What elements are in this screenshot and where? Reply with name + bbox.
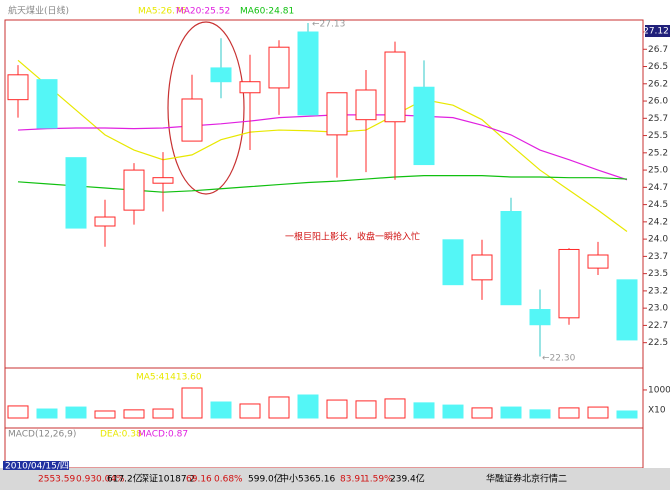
candle-body — [413, 86, 435, 166]
volume-bar — [587, 406, 609, 419]
candle-body — [268, 46, 290, 89]
price-tag — [645, 25, 670, 37]
y-tick-label: 22.7 — [648, 321, 668, 331]
candle-body — [529, 309, 551, 326]
y-tick-label: 24.7 — [648, 183, 668, 193]
legend-entry: MA5:26.76 — [138, 7, 187, 17]
y-tick-label: 1000 — [648, 385, 670, 395]
status-item: 239.4亿 — [390, 473, 425, 485]
annotation: ←27.13 — [312, 20, 345, 30]
volume-bar — [616, 410, 638, 419]
candle-body — [297, 31, 319, 116]
candle-body — [355, 89, 377, 121]
volume-bar — [123, 409, 145, 419]
volume-bar — [152, 408, 174, 419]
y-tick-label: 23.0 — [648, 304, 668, 314]
volume-bar — [94, 410, 116, 419]
candle-body — [442, 239, 464, 286]
y-tick-label: 25.2 — [648, 148, 668, 158]
volume-bar — [239, 403, 261, 419]
ma-line — [17, 59, 628, 233]
volume-bar — [355, 400, 377, 419]
ma-line — [17, 175, 628, 193]
date-tag — [3, 461, 69, 470]
status-item: 深证10187.2 — [140, 474, 195, 485]
legend-entry: MA20:25.52 — [176, 7, 230, 17]
volume-bar — [36, 408, 58, 419]
macd-dea: DEA:0.38 — [100, 430, 142, 440]
candle-body — [500, 211, 522, 306]
candle-body — [587, 254, 609, 269]
candle-body — [210, 67, 232, 83]
status-item: 617.2亿 — [107, 473, 142, 485]
y-tick-label: 26.0 — [648, 97, 668, 107]
y-tick-label: 24.2 — [648, 217, 668, 227]
y-tick-label: 26.5 — [648, 62, 668, 72]
status-item: 1.59% — [364, 475, 393, 485]
y-tick-label: 26.7 — [648, 45, 668, 55]
volume-label: MA5:41413.60 — [136, 373, 202, 383]
status-item: 83.91 — [340, 475, 366, 485]
volume-unit: X10 — [648, 406, 666, 416]
candle-body — [326, 92, 348, 136]
volume-bar — [558, 407, 580, 419]
macd-value: MACD:0.87 — [138, 430, 188, 440]
status-item: 2553.59 — [38, 475, 75, 485]
annotation: 27.12 — [643, 27, 669, 37]
volume-bar — [210, 401, 232, 419]
y-tick-label: 23.7 — [648, 252, 668, 262]
volume-bar — [181, 387, 203, 419]
candle-body — [152, 177, 174, 184]
status-item: 中小5365.16 — [280, 473, 335, 485]
status-item: 0.04% — [96, 475, 125, 485]
volume-bar — [65, 406, 87, 419]
volume-bar — [268, 396, 290, 419]
candle-body — [123, 169, 145, 211]
status-item: 599.0亿 — [248, 473, 283, 485]
status-bar — [0, 468, 670, 490]
volume-bar — [326, 399, 348, 419]
candle-body — [239, 81, 261, 94]
y-tick-label: 23.5 — [648, 269, 668, 279]
chart-title: 航天煤业(日线) — [8, 5, 69, 17]
y-tick-label: 23.2 — [648, 286, 668, 296]
y-tick-label: 22.5 — [648, 338, 668, 348]
candle-body — [94, 216, 116, 227]
volume-bar — [529, 409, 551, 419]
candle-body — [384, 51, 406, 123]
volume-bar — [471, 407, 493, 419]
candle-body — [65, 157, 87, 229]
status-item: 69.16 — [186, 475, 212, 485]
annotation: 一根巨阳上影长，收盘一瞬抢入忙 — [285, 231, 420, 243]
y-tick-label: 25.7 — [648, 114, 668, 124]
status-item: 2010/04/15/四 — [5, 462, 69, 472]
volume-bar — [7, 405, 29, 419]
candle-body — [7, 74, 29, 101]
legend-entry: MA60:24.81 — [240, 7, 294, 17]
y-tick-label: 25.0 — [648, 166, 668, 176]
candle-body — [471, 254, 493, 281]
volume-bar — [442, 404, 464, 419]
volume-bar — [384, 398, 406, 419]
y-tick-label: 24.5 — [648, 200, 668, 210]
y-tick-label: 25.5 — [648, 131, 668, 141]
y-tick-label: 26.2 — [648, 79, 668, 89]
status-item: 华融证券北京行情二 — [486, 473, 567, 485]
volume-bar — [297, 394, 319, 419]
volume-bar — [413, 402, 435, 419]
macd-title: MACD(12,26,9) — [8, 430, 76, 440]
y-tick-label: 24.0 — [648, 235, 668, 245]
annotation: ←22.30 — [542, 354, 576, 364]
highlight-ellipse — [167, 21, 245, 195]
candle-body — [36, 79, 58, 129]
candle-body — [616, 279, 638, 341]
status-item: 0.93 — [76, 475, 96, 485]
status-item: 0.68% — [214, 475, 243, 485]
ma-line — [17, 114, 628, 181]
volume-bar — [500, 406, 522, 419]
candle-body — [181, 98, 203, 142]
candle-body — [558, 248, 580, 319]
